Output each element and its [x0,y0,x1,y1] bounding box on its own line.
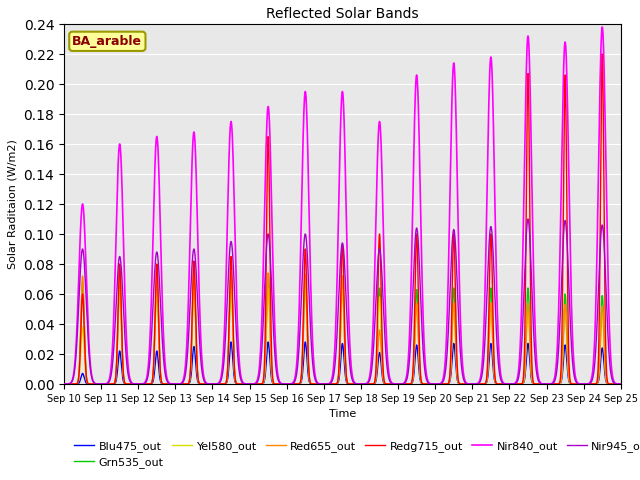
Yel580_out [617,381,625,387]
Nir945_out [60,381,68,387]
Nir840_out [593,230,601,236]
Blu475_out [250,381,257,387]
Blu475_out [227,339,235,345]
Yel580_out [594,380,602,385]
Grn535_out [227,273,235,279]
Yel580_out [467,381,475,387]
Yel580_out [227,285,235,291]
Nir840_out [467,381,475,387]
Redg715_out [617,381,625,387]
Red655_out [60,381,68,387]
Legend: Blu475_out, Grn535_out, Yel580_out, Red655_out, Redg715_out, Nir840_out, Nir945_: Blu475_out, Grn535_out, Yel580_out, Red6… [70,436,640,473]
Nir945_out [324,381,332,387]
Nir840_out [324,381,332,387]
Redg715_out [587,381,595,387]
Red655_out [190,270,198,276]
Grn535_out [587,381,595,387]
Text: BA_arable: BA_arable [72,35,142,48]
Yel580_out [250,381,257,387]
Nir840_out [483,208,490,214]
Red655_out [617,381,625,387]
Grn535_out [324,381,332,387]
Blu475_out [617,381,625,387]
Red655_out [483,377,491,383]
Blu475_out [594,381,602,386]
Redg715_out [593,376,601,382]
Yel580_out [60,381,68,387]
Nir840_out [598,24,606,30]
Grn535_out [483,376,491,382]
Blu475_out [324,381,332,387]
Redg715_out [467,381,475,387]
Line: Grn535_out: Grn535_out [64,276,621,384]
Redg715_out [324,381,332,387]
Grn535_out [250,381,257,387]
Red655_out [594,380,602,385]
X-axis label: Time: Time [329,409,356,419]
Nir840_out [587,379,595,384]
Grn535_out [467,381,475,387]
Redg715_out [483,375,490,381]
Nir840_out [60,381,68,387]
Line: Nir840_out: Nir840_out [64,27,621,384]
Yel580_out [587,381,595,387]
Grn535_out [594,380,602,385]
Nir945_out [467,381,475,387]
Line: Nir945_out: Nir945_out [64,219,621,384]
Yel580_out [483,377,491,383]
Grn535_out [617,381,625,387]
Title: Reflected Solar Bands: Reflected Solar Bands [266,8,419,22]
Yel580_out [324,381,332,387]
Nir945_out [524,216,532,222]
Red655_out [324,381,332,387]
Y-axis label: Solar Raditaion (W/m2): Solar Raditaion (W/m2) [8,139,18,269]
Nir945_out [617,381,625,387]
Nir840_out [250,381,257,387]
Line: Blu475_out: Blu475_out [64,342,621,384]
Blu475_out [60,381,68,387]
Red655_out [587,381,595,387]
Nir945_out [250,381,257,387]
Line: Red655_out: Red655_out [64,273,621,384]
Line: Yel580_out: Yel580_out [64,288,621,384]
Nir945_out [594,312,602,318]
Blu475_out [483,379,491,385]
Line: Redg715_out: Redg715_out [64,54,621,384]
Nir840_out [617,381,625,387]
Redg715_out [598,51,606,57]
Red655_out [467,381,475,387]
Redg715_out [250,381,257,387]
Nir945_out [483,298,490,304]
Nir945_out [587,380,595,386]
Redg715_out [60,381,68,387]
Blu475_out [467,381,475,387]
Grn535_out [60,381,68,387]
Blu475_out [587,381,595,387]
Red655_out [250,381,257,387]
